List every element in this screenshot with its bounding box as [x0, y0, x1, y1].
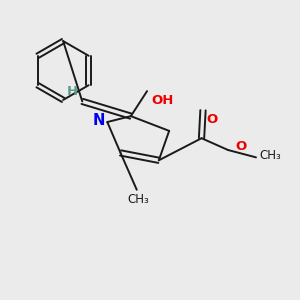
Text: CH₃: CH₃	[260, 149, 281, 162]
Text: N: N	[93, 113, 105, 128]
Text: CH₃: CH₃	[127, 193, 149, 206]
Text: O: O	[236, 140, 247, 153]
Text: H: H	[67, 85, 78, 98]
Text: O: O	[206, 113, 217, 126]
Text: OH: OH	[152, 94, 174, 107]
